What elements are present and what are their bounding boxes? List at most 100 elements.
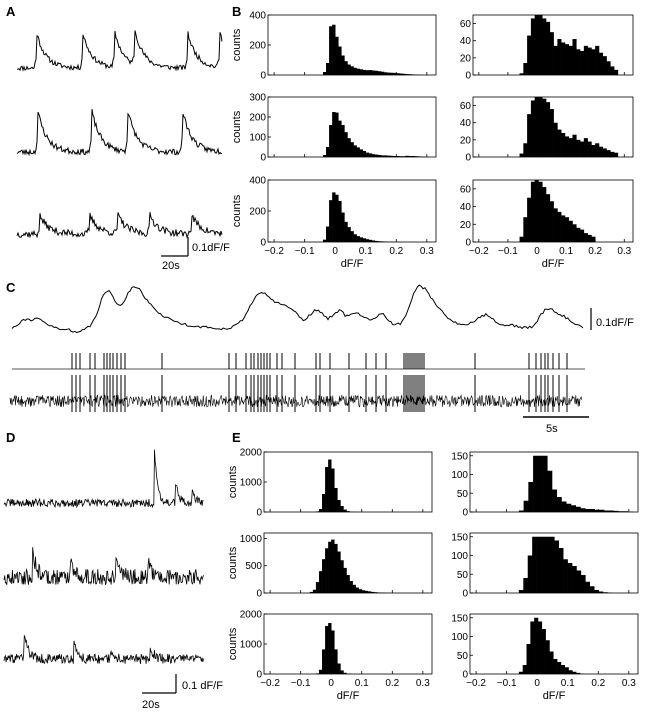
histogram-bar bbox=[580, 575, 586, 593]
y-axis-label: counts bbox=[231, 110, 243, 143]
histogram-bar bbox=[322, 155, 327, 157]
histogram-bar bbox=[322, 239, 327, 242]
histogram-bar bbox=[334, 649, 338, 674]
histogram-bar bbox=[381, 71, 385, 75]
histogram-bar bbox=[541, 536, 546, 593]
axes-box bbox=[263, 613, 433, 675]
histogram-bar bbox=[322, 494, 326, 512]
trace-d3 bbox=[3, 635, 204, 665]
histogram-bar bbox=[377, 155, 382, 157]
histogram-bar bbox=[408, 156, 412, 157]
histogram-bar bbox=[534, 15, 539, 75]
histogram-bar bbox=[359, 69, 363, 75]
trace-a2 bbox=[16, 109, 223, 157]
histogram-histB-2: 0 200 400 −0.2 −0.1 0 0.1 0.2 0.3 dF/F counts bbox=[231, 176, 437, 270]
histogram-bar bbox=[518, 671, 523, 674]
histogram-bar bbox=[362, 69, 367, 75]
histogram-bar bbox=[328, 459, 332, 512]
histogram-bar bbox=[527, 35, 532, 75]
histogram-bar bbox=[564, 44, 570, 75]
panel-a-scalebar-x-label: 20s bbox=[162, 260, 180, 272]
histogram-bar bbox=[561, 215, 566, 242]
histogram-bar bbox=[335, 112, 339, 157]
histogram-bar bbox=[337, 663, 341, 674]
x-tick-label: 0.2 bbox=[385, 678, 399, 689]
histogram-bar bbox=[561, 501, 567, 512]
panel-a-scalebar-y-label: 0.1dF/F bbox=[192, 242, 230, 254]
x-tick-label: 0.2 bbox=[591, 678, 605, 689]
histogram-bar bbox=[370, 591, 375, 593]
histogram-bar bbox=[332, 112, 336, 157]
y-tick-label: 1000 bbox=[240, 534, 263, 545]
panel-d-scalebar-y-label: 0.1 dF/F bbox=[182, 680, 223, 692]
histogram-bar bbox=[337, 500, 341, 512]
histogram-bar bbox=[537, 455, 543, 512]
histogram-bar bbox=[553, 45, 558, 75]
histogram-bar bbox=[356, 68, 360, 75]
y-tick-label: 50 bbox=[457, 651, 469, 662]
histogram-bar bbox=[568, 138, 573, 157]
histogram-bar bbox=[534, 617, 539, 674]
histogram-bar bbox=[606, 61, 611, 75]
histogram-bar bbox=[549, 536, 555, 593]
histogram-bar bbox=[576, 570, 582, 593]
y-tick-label: 150 bbox=[451, 532, 468, 543]
panel-b-histograms: 0200400counts0100200300counts0200400−0.2… bbox=[231, 11, 634, 270]
x-axis-label: dF/F bbox=[542, 258, 565, 270]
histogram-bar bbox=[576, 227, 581, 242]
histogram-bar bbox=[338, 46, 342, 75]
histogram-bar bbox=[532, 536, 537, 593]
histogram-bar bbox=[335, 194, 339, 242]
histogram-bar bbox=[541, 629, 546, 674]
histogram-bar bbox=[542, 98, 547, 157]
histogram-bar bbox=[608, 510, 614, 512]
histogram-bar bbox=[580, 141, 585, 157]
histogram-bar bbox=[546, 21, 551, 75]
y-tick-label: 20 bbox=[460, 220, 472, 231]
histogram-bar bbox=[564, 667, 569, 674]
trace-a3 bbox=[16, 212, 223, 239]
histogram-bar bbox=[312, 589, 317, 593]
histogram-bar bbox=[355, 587, 359, 593]
x-tick-label: −0.2 bbox=[264, 246, 284, 257]
histogram-bar bbox=[599, 509, 605, 512]
histogram-bar bbox=[356, 236, 360, 242]
histogram-bar bbox=[347, 138, 351, 157]
y-tick-label: 2000 bbox=[240, 610, 263, 621]
histogram-bar bbox=[384, 72, 388, 75]
axes-box bbox=[472, 14, 634, 76]
x-tick-label: 0.3 bbox=[416, 678, 430, 689]
histogram-bar bbox=[344, 221, 348, 242]
histogram-bar bbox=[580, 51, 585, 75]
histogram-bar bbox=[594, 509, 600, 512]
histogram-bar bbox=[373, 592, 378, 593]
histogram-bar bbox=[583, 45, 588, 75]
histogram-bar bbox=[343, 567, 347, 593]
histogram-bar bbox=[334, 488, 338, 512]
histogram-bar bbox=[368, 239, 373, 242]
x-tick-label: 0 bbox=[332, 246, 338, 257]
x-axis-label: dF/F bbox=[337, 690, 360, 702]
histogram-bar bbox=[332, 192, 336, 242]
y-tick-label: 0 bbox=[256, 508, 262, 519]
histogram-bar bbox=[340, 560, 344, 593]
histogram-bar bbox=[393, 72, 397, 75]
histogram-bar bbox=[575, 506, 581, 512]
histogram-bar bbox=[331, 468, 335, 512]
panel-c-scalebar-y-group: 0.1dF/F bbox=[590, 308, 634, 330]
y-axis-label: counts bbox=[227, 546, 239, 579]
histogram-bar bbox=[377, 71, 382, 75]
histogram-bar bbox=[350, 66, 354, 75]
histogram-bar bbox=[329, 26, 333, 75]
x-tick-label: 0 bbox=[328, 678, 334, 689]
histogram-bar bbox=[338, 120, 342, 157]
histogram-bar bbox=[546, 194, 551, 242]
y-tick-label: 40 bbox=[460, 202, 472, 213]
y-tick-label: 60 bbox=[460, 19, 472, 30]
axes-box bbox=[469, 613, 639, 675]
histogram-bar bbox=[604, 510, 610, 512]
histogram-bar bbox=[527, 114, 532, 157]
histogram-bar bbox=[557, 39, 562, 75]
histogram-bar bbox=[353, 67, 357, 75]
histogram-bar bbox=[322, 649, 326, 674]
